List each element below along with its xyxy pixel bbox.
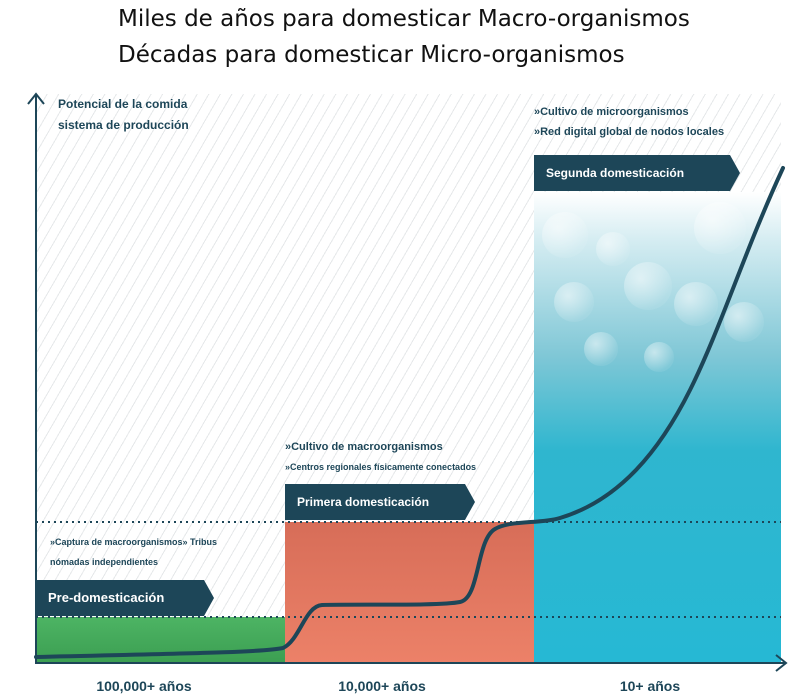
microorganism-bubble: [674, 282, 718, 326]
second-domestication-note-2: »Red digital global de nodos locales: [534, 126, 725, 138]
title-line-1: Miles de años para domesticar Macro-orga…: [118, 6, 690, 32]
microorganism-bubble: [542, 212, 588, 258]
growth-curve: [34, 166, 785, 659]
second-domestication-note-1: »Cultivo de microorganismos: [534, 106, 689, 118]
first-domestication-note-2: »Centros regionales físicamente conectad…: [285, 462, 477, 472]
banner-second-domestication: Segunda domesticación: [534, 155, 740, 191]
pre-domestication-note-1: »Captura de macroorganismos» Tribus: [50, 537, 218, 547]
y-axis-arrow-icon: [27, 92, 45, 105]
banner-first-domestication: Primera domesticación: [285, 484, 475, 520]
pre-domestication-note-2: nómadas independientes: [50, 557, 159, 567]
era-label-primera: 10,000+ años: [338, 678, 426, 694]
microorganism-bubble: [694, 202, 746, 254]
microorganism-bubble: [584, 332, 618, 366]
second-domestication-zone: [534, 192, 781, 662]
microorganism-bubble: [644, 342, 674, 372]
microorganism-bubble: [554, 282, 594, 322]
title-line-2: Décadas para domesticar Micro-organismos: [118, 42, 625, 68]
banner-pre-domestication: Pre-domesticación: [36, 580, 214, 616]
x-axis-arrow-icon: [775, 654, 788, 672]
first-domestication-note-1: »Cultivo de macroorganismos: [285, 441, 443, 453]
microorganism-bubble: [724, 302, 764, 342]
first-domestication-zone: [285, 522, 534, 662]
y-axis-label-line-2: sistema de producción: [58, 118, 189, 132]
y-axis-label-line-1: Potencial de la comida: [58, 97, 188, 111]
era-label-pre: 100,000+ años: [96, 678, 192, 694]
microorganism-bubble: [596, 232, 630, 266]
microorganism-bubble: [624, 262, 672, 310]
era-label-segunda: 10+ años: [619, 678, 681, 694]
